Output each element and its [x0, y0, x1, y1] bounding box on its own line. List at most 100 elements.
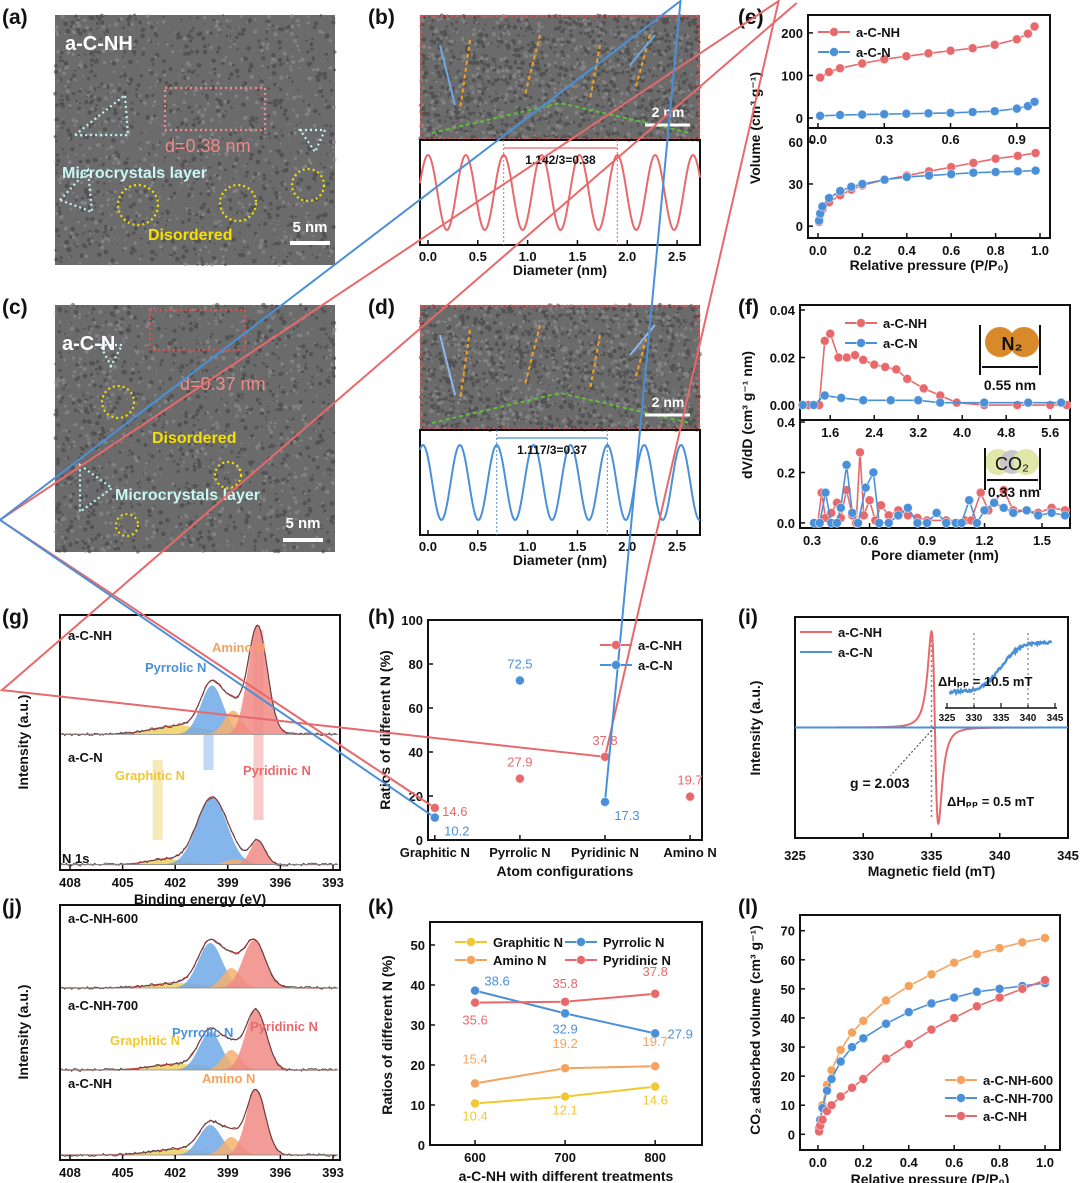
tem-texture	[418, 13, 702, 142]
data-point-0	[949, 957, 960, 968]
data-point-1	[879, 109, 890, 120]
fit-peak-pyridinic-n	[61, 625, 338, 735]
spectrum-annotation: a-C-NH-600	[68, 911, 138, 926]
y-tick-label: 60	[409, 701, 423, 716]
legend-marker	[856, 318, 866, 328]
x-tick-label: 408	[59, 875, 81, 890]
data-point-1	[1033, 510, 1044, 521]
x-tick-label: 325	[784, 848, 806, 863]
spectrum-annotation: a-C-NH	[68, 628, 112, 643]
data-point-0	[1011, 34, 1022, 45]
disordered-label: Disordered	[152, 430, 236, 447]
spectrum-annotation: Pyridinic N	[243, 763, 311, 778]
data-label: 14.6	[442, 804, 467, 819]
x-tick-label: 0.0	[419, 539, 437, 554]
panel-label: (d)	[368, 296, 395, 319]
panel-label: (j)	[2, 896, 22, 919]
plot-frame	[419, 139, 701, 246]
data-point-1	[1012, 166, 1023, 177]
data-label: 35.8	[552, 976, 577, 991]
plot-frame	[807, 127, 1051, 239]
data-point-0	[1017, 937, 1028, 948]
data-point-1	[853, 518, 863, 528]
legend-marker	[956, 1075, 966, 1085]
data-point-0	[901, 51, 912, 62]
x-tick-label: 0.6	[945, 1155, 963, 1170]
x-tick-label: 0.6	[942, 243, 960, 258]
d-spacing-label: d=0.37 nm	[180, 374, 266, 394]
x-tick-label: 0.9	[918, 533, 936, 548]
fit-peak-pyridinic-n	[61, 940, 338, 988]
plot-frame	[429, 921, 703, 1146]
data-point-1	[968, 167, 979, 178]
legend-label: Graphitic N	[493, 935, 563, 950]
fit-peak-pyridinic-n	[61, 1090, 338, 1155]
fit-peak-pyrrolic-n	[61, 943, 338, 988]
x-axis-label: Relative pressure (P/P₀)	[851, 1171, 1010, 1183]
data-label: 72.5	[507, 657, 532, 672]
y-tick-label: 10	[411, 1098, 425, 1113]
fit-peak-pyridinic-n	[61, 1010, 338, 1070]
data-point-1	[967, 107, 978, 117]
g-factor-label: g = 2.003	[850, 775, 910, 791]
y-tick-label: 60	[789, 135, 803, 150]
spectrum-annotation: Amino N	[202, 1071, 255, 1086]
data-point-1	[836, 393, 847, 403]
molecule-label: CO₂	[995, 454, 1029, 474]
data-point-1	[826, 1074, 837, 1084]
panel-label: (g)	[2, 606, 29, 629]
tem-texture	[53, 302, 337, 554]
legend-marker	[576, 955, 586, 965]
data-point-0	[850, 350, 860, 361]
data-point-1	[964, 495, 975, 506]
x-tick-label: 0.3	[803, 533, 821, 548]
legend-marker	[611, 640, 621, 650]
inset-epr-curve	[948, 639, 1053, 697]
fit-peak-pyrrolic-n	[61, 1032, 338, 1070]
y-tick-label: 0.2	[777, 465, 795, 480]
data-point-1	[824, 193, 834, 203]
fit-peak-pyridinic-n	[61, 840, 338, 865]
legend-label: a-C-N	[838, 645, 873, 660]
disordered-marker	[114, 512, 140, 538]
data-point-0	[926, 969, 937, 980]
x-tick-label: 0.0	[809, 243, 827, 258]
data-point-0	[864, 495, 875, 506]
data-point-0	[825, 328, 836, 339]
data-point-1	[881, 1018, 891, 1029]
panel-label: (b)	[368, 6, 395, 29]
lattice-guide-line	[431, 101, 691, 134]
y-axis-label: Volume (cm³ g⁻¹)	[747, 72, 763, 184]
disordered-marker	[213, 460, 243, 490]
data-point-1	[883, 518, 894, 528]
scale-bar-label: 2 nm	[652, 104, 685, 120]
data-point-0	[824, 67, 834, 77]
microcrystals-label: Microcrystals layer	[62, 165, 207, 182]
data-point-3	[560, 996, 570, 1007]
data-point-0	[994, 943, 1005, 954]
y-axis-label: CO₂ adsorbed volume (cm³ g⁻¹)	[747, 925, 763, 1135]
profile-curve	[419, 443, 700, 521]
plot-frame	[59, 904, 341, 1161]
x-tick-label: 3.2	[909, 425, 927, 440]
data-point-1	[924, 170, 934, 181]
data-label: 10.2	[444, 824, 469, 839]
data-point-1	[971, 986, 982, 997]
x-tick-label: 800	[644, 1150, 666, 1165]
data-point-1	[879, 174, 890, 185]
data-point-0	[990, 153, 1001, 164]
data-point-1	[1056, 397, 1067, 408]
legend-label: Pyridinic N	[603, 953, 671, 968]
data-point-1	[998, 502, 1009, 513]
data-point-1	[874, 518, 885, 528]
data-point-2	[994, 992, 1005, 1003]
data-point-1	[893, 510, 904, 521]
data-point-0	[918, 383, 929, 394]
panel-label: (a)	[2, 6, 28, 29]
y-tick-label: 20	[781, 1069, 795, 1084]
data-point-1	[817, 201, 828, 212]
x-tick-label: 0.4	[900, 1155, 919, 1170]
inset-linewidth-label: ΔHₚₚ = 10.5 mT	[938, 674, 1032, 689]
legend-marker	[611, 660, 621, 670]
